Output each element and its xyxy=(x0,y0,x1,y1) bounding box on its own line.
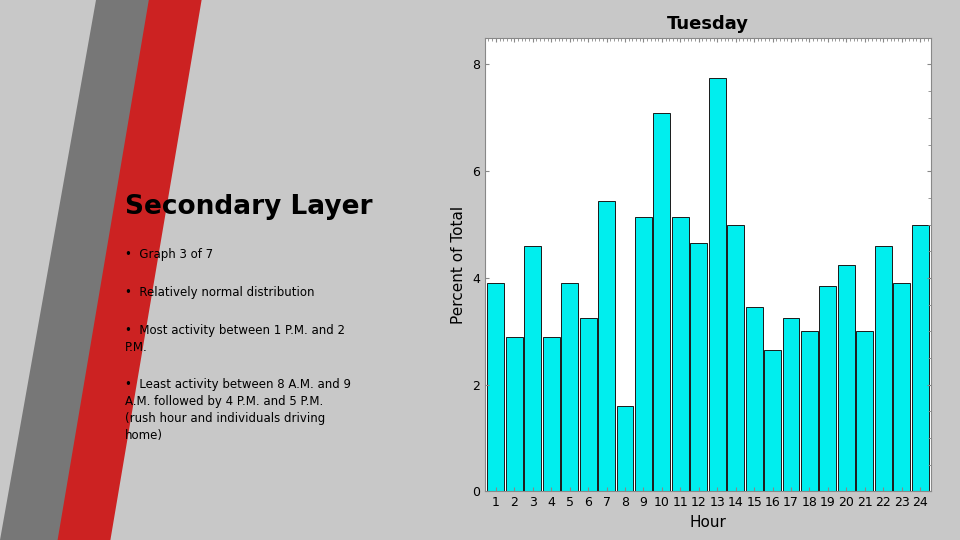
Bar xyxy=(488,284,504,491)
Bar xyxy=(856,332,874,491)
Bar xyxy=(580,318,596,491)
Y-axis label: Percent of Total: Percent of Total xyxy=(451,206,467,323)
Bar xyxy=(746,307,762,491)
Bar xyxy=(562,284,578,491)
Bar xyxy=(893,284,910,491)
Bar xyxy=(875,246,892,491)
Bar xyxy=(690,243,708,491)
Bar xyxy=(635,217,652,491)
Text: •  Graph 3 of 7: • Graph 3 of 7 xyxy=(125,248,213,261)
Bar xyxy=(820,286,836,491)
Bar xyxy=(506,336,523,491)
Bar xyxy=(542,336,560,491)
Bar xyxy=(524,246,541,491)
Bar xyxy=(727,225,744,491)
Bar xyxy=(598,200,615,491)
Bar xyxy=(672,217,689,491)
Bar xyxy=(654,112,670,491)
Bar xyxy=(782,318,800,491)
X-axis label: Hour: Hour xyxy=(689,515,727,530)
Bar xyxy=(912,225,928,491)
Bar xyxy=(801,332,818,491)
Bar xyxy=(616,406,634,491)
Bar xyxy=(708,78,726,491)
Bar xyxy=(764,350,781,491)
Text: •  Least activity between 8 A.M. and 9
A.M. followed by 4 P.M. and 5 P.M.
(rush : • Least activity between 8 A.M. and 9 A.… xyxy=(125,378,350,442)
Text: •  Relatively normal distribution: • Relatively normal distribution xyxy=(125,286,314,299)
Text: •  Most activity between 1 P.M. and 2
P.M.: • Most activity between 1 P.M. and 2 P.M… xyxy=(125,324,345,354)
Title: Tuesday: Tuesday xyxy=(667,16,749,33)
Bar xyxy=(838,265,854,491)
Text: Secondary Layer: Secondary Layer xyxy=(125,194,372,220)
